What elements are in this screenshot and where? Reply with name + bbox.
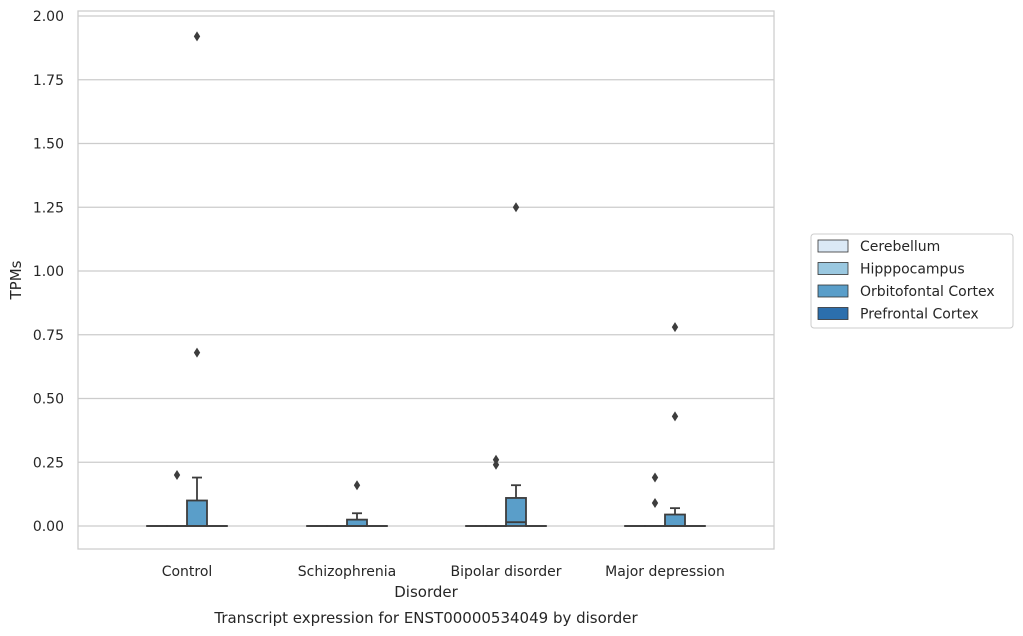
y-tick-label: 1.25 xyxy=(33,200,64,216)
plot-background xyxy=(78,11,774,549)
y-tick-label: 1.50 xyxy=(33,137,64,153)
outlier-point xyxy=(651,498,659,509)
plot-frame xyxy=(77,10,775,550)
legend-swatch xyxy=(817,239,849,253)
outlier-point xyxy=(671,411,679,422)
x-tick-label: Control xyxy=(162,564,213,580)
y-tick-label: 0.00 xyxy=(33,519,64,535)
legend-items: Cerebellum Hipppocampus Orbitofontal Corte… xyxy=(817,239,995,323)
box-2-0 xyxy=(186,31,208,527)
outlier-point xyxy=(193,347,201,358)
y-tick-label: 0.25 xyxy=(33,455,64,471)
box-series xyxy=(146,31,706,527)
y-tick-labels: 0.00 0.25 0.50 0.75 1.00 1.25 1.50 1.75 2.00 xyxy=(33,9,64,535)
legend-swatch xyxy=(817,307,849,320)
box-2-1 xyxy=(346,480,368,527)
legend-label: Orbitofontal Cortex xyxy=(860,284,995,300)
gridlines xyxy=(78,15,774,527)
outlier-point xyxy=(193,31,201,42)
box-body xyxy=(664,513,686,527)
legend-frame xyxy=(810,233,1014,329)
box-body xyxy=(505,497,527,527)
x-tick-labels: Control Schizophrenia Bipolar disorder Majo… xyxy=(162,564,725,580)
outlier-point xyxy=(651,472,659,483)
y-tick-label: 1.00 xyxy=(33,264,64,280)
y-tick-label: 2.00 xyxy=(33,9,64,25)
x-tick-label: Schizophrenia xyxy=(298,564,396,580)
legend: Cerebellum Hipppocampus Orbitofontal Corte… xyxy=(810,233,1014,329)
box-body xyxy=(186,499,208,527)
legend-label: Cerebellum xyxy=(860,239,940,255)
outlier-point xyxy=(492,459,500,470)
legend-swatch xyxy=(817,284,849,298)
x-axis-label: Disorder xyxy=(394,583,458,601)
x-tick-label: Major depression xyxy=(605,564,725,580)
y-tick-label: 0.50 xyxy=(33,392,64,408)
outlier-point xyxy=(173,470,181,480)
legend-swatch xyxy=(817,262,849,275)
y-tick-label: 1.75 xyxy=(33,73,64,89)
outlier-point xyxy=(512,202,520,213)
outlier-point xyxy=(492,454,500,465)
outlier-point xyxy=(353,480,361,491)
box-body xyxy=(346,518,368,527)
x-tick-label: Bipolar disorder xyxy=(450,564,561,580)
y-axis-label: TPMs xyxy=(7,260,25,300)
legend-label: Prefrontal Cortex xyxy=(860,307,979,323)
legend-label: Hipppocampus xyxy=(860,262,965,278)
chart-caption: Transcript expression for ENST0000053404… xyxy=(213,609,638,627)
box-2-2 xyxy=(505,202,527,527)
outlier-point xyxy=(671,322,679,333)
box-2-3 xyxy=(664,322,686,527)
y-tick-label: 0.75 xyxy=(33,328,64,344)
